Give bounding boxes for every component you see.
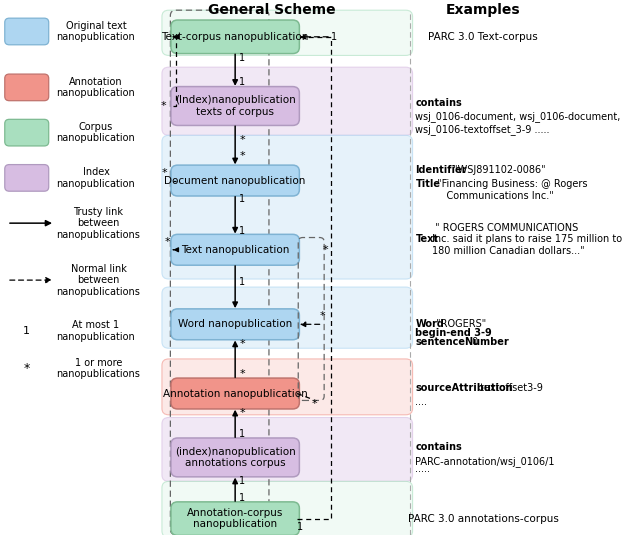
Text: *: * <box>323 245 328 255</box>
Text: Document nanopublication: Document nanopublication <box>164 176 306 185</box>
Text: 1: 1 <box>23 326 30 336</box>
FancyBboxPatch shape <box>171 234 300 265</box>
FancyBboxPatch shape <box>171 502 300 535</box>
Text: 1 or more
nanopublications: 1 or more nanopublications <box>56 358 140 379</box>
Text: 1: 1 <box>239 429 246 439</box>
Text: 1: 1 <box>239 77 246 87</box>
FancyBboxPatch shape <box>171 309 300 340</box>
Text: Text nanopublication: Text nanopublication <box>181 245 289 255</box>
FancyBboxPatch shape <box>171 378 300 409</box>
FancyBboxPatch shape <box>162 67 413 135</box>
Text: *: * <box>160 101 166 111</box>
Text: 1: 1 <box>297 522 303 532</box>
Text: " ROGERS COMMUNICATIONS
Inc. said it plans to raise 175 million to
180 million C: " ROGERS COMMUNICATIONS Inc. said it pla… <box>432 222 622 256</box>
Text: 1: 1 <box>239 277 246 287</box>
Text: 0: 0 <box>469 337 478 347</box>
Text: Text: Text <box>415 234 438 244</box>
Text: 1: 1 <box>331 32 337 42</box>
Text: *: * <box>162 168 168 177</box>
Text: sentenceNumber: sentenceNumber <box>415 337 509 347</box>
FancyBboxPatch shape <box>162 481 413 536</box>
FancyBboxPatch shape <box>4 120 49 146</box>
Text: Title: Title <box>415 179 440 189</box>
Text: "WSJ891102-0086": "WSJ891102-0086" <box>451 165 546 175</box>
FancyBboxPatch shape <box>162 135 413 279</box>
FancyBboxPatch shape <box>162 10 413 55</box>
Text: *: * <box>164 237 170 247</box>
Text: *: * <box>239 151 245 161</box>
Text: PARC-annotation/wsj_0106/1: PARC-annotation/wsj_0106/1 <box>415 456 555 467</box>
Text: sourceAttribution: sourceAttribution <box>415 383 513 393</box>
Text: 1: 1 <box>239 493 246 503</box>
Text: "ROGERS": "ROGERS" <box>433 319 486 329</box>
Text: ....: .... <box>415 397 428 407</box>
Text: Corpus
nanopublication: Corpus nanopublication <box>56 122 135 144</box>
Text: Normal link
between
nanopublications: Normal link between nanopublications <box>56 264 140 297</box>
Text: Original text
nanopublication: Original text nanopublication <box>56 21 135 42</box>
FancyBboxPatch shape <box>4 165 49 191</box>
Text: 1: 1 <box>239 194 246 204</box>
FancyBboxPatch shape <box>162 287 413 348</box>
FancyBboxPatch shape <box>171 438 300 477</box>
Text: At most 1
nanopublication: At most 1 nanopublication <box>56 321 135 342</box>
Text: PARC 3.0 annotations-corpus: PARC 3.0 annotations-corpus <box>408 513 559 524</box>
Text: 1: 1 <box>239 226 246 236</box>
Text: *: * <box>239 408 245 418</box>
FancyBboxPatch shape <box>171 165 300 196</box>
Text: "Financing Business: @ Rogers
    Communications Inc.": "Financing Business: @ Rogers Communicat… <box>434 179 588 200</box>
Text: Annotation-corpus
nanopublication: Annotation-corpus nanopublication <box>187 508 284 530</box>
FancyBboxPatch shape <box>171 20 300 54</box>
Text: 1: 1 <box>239 53 246 63</box>
Text: contains: contains <box>415 442 462 452</box>
Text: Annotation nanopublication: Annotation nanopublication <box>163 389 308 399</box>
Text: *: * <box>311 399 317 409</box>
FancyBboxPatch shape <box>162 359 413 415</box>
Text: *: * <box>319 311 325 321</box>
Text: *: * <box>24 362 30 375</box>
Text: Trusty link
between
nanopublications: Trusty link between nanopublications <box>56 206 140 240</box>
Text: wsj_0106-document, wsj_0106-document,
wsj_0106-textoffset_3-9 .....: wsj_0106-document, wsj_0106-document, ws… <box>415 111 621 135</box>
FancyBboxPatch shape <box>171 87 300 125</box>
Text: contains: contains <box>415 99 462 108</box>
Text: Annotation
nanopublication: Annotation nanopublication <box>56 77 135 98</box>
Text: *: * <box>239 369 245 379</box>
Text: .....: ..... <box>415 464 431 474</box>
Text: Word nanopublication: Word nanopublication <box>178 319 292 329</box>
FancyBboxPatch shape <box>162 418 413 481</box>
Text: *: * <box>239 135 245 145</box>
Text: General Scheme: General Scheme <box>208 3 335 17</box>
Text: textoffset3-9: textoffset3-9 <box>477 383 543 393</box>
Text: *: * <box>239 339 245 349</box>
Text: Identifier: Identifier <box>415 165 467 175</box>
Text: Text-corpus nanopublication: Text-corpus nanopublication <box>161 32 309 42</box>
Text: begin-end 3-9: begin-end 3-9 <box>415 328 492 338</box>
Text: PARC 3.0 Text-corpus: PARC 3.0 Text-corpus <box>428 32 538 42</box>
Text: Word: Word <box>415 319 444 329</box>
Text: 1: 1 <box>239 476 246 486</box>
Text: (Index)nanopublication
texts of corpus: (Index)nanopublication texts of corpus <box>175 95 296 117</box>
FancyBboxPatch shape <box>4 74 49 101</box>
Text: (index)nanopublication
annotations corpus: (index)nanopublication annotations corpu… <box>175 446 296 468</box>
Text: Index
nanopublication: Index nanopublication <box>56 167 135 189</box>
Text: Examples: Examples <box>445 3 520 17</box>
FancyBboxPatch shape <box>4 18 49 45</box>
